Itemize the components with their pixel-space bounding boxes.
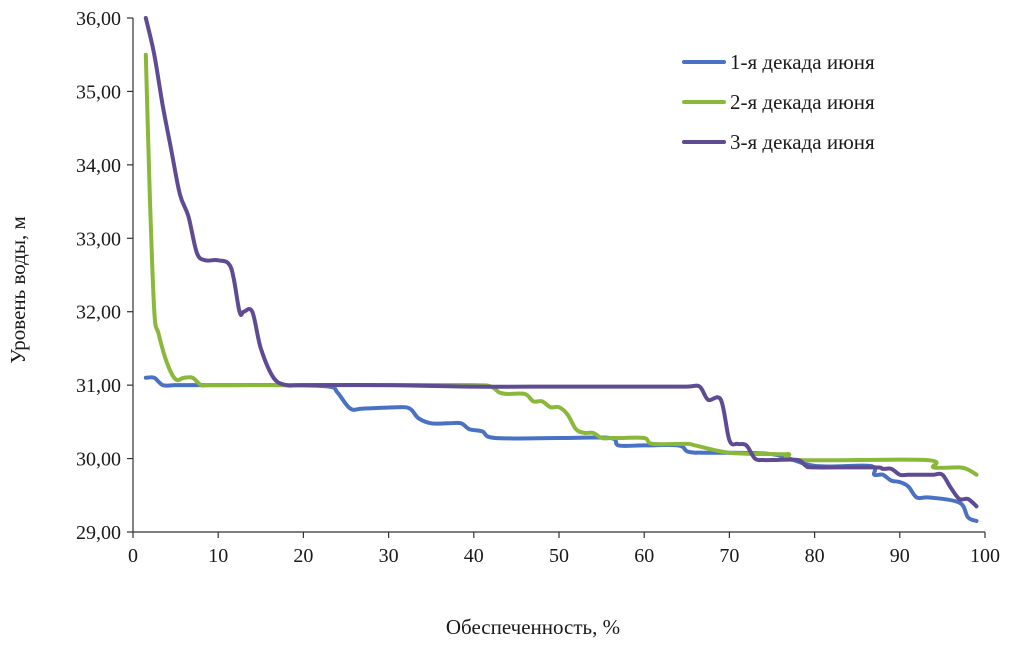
y-tick-label: 34,00: [76, 155, 121, 177]
legend-label-1: 1-я декада июня: [730, 50, 875, 74]
y-tick-label: 29,00: [76, 522, 121, 544]
x-tick-label: 30: [379, 545, 399, 567]
x-tick-label: 10: [208, 545, 228, 567]
legend: 1-я декада июня 2-я декада июня 3-я декада…: [682, 50, 875, 154]
y-tick-label: 33,00: [76, 228, 121, 250]
x-tick-label: 100: [970, 545, 1000, 567]
x-tick-label: 70: [719, 545, 739, 567]
y-tick-label: 32,00: [76, 302, 121, 324]
legend-label-3: 3-я декада июня: [730, 130, 875, 154]
y-tick-label: 31,00: [76, 375, 121, 397]
x-tick-label: 40: [464, 545, 484, 567]
x-tick-label: 20: [293, 545, 313, 567]
y-tick-label: 36,00: [76, 8, 121, 30]
x-tick-label: 90: [890, 545, 910, 567]
series-layer: [143, 16, 979, 523]
series-line-3: [143, 16, 979, 509]
x-axis-ticks: 0 10 20 30 40 50 60 70 80 90 100: [128, 532, 1000, 567]
legend-label-2: 2-я декада июня: [730, 90, 875, 114]
x-tick-label: 0: [128, 545, 138, 567]
x-axis-title: Обеспеченность, %: [446, 615, 620, 639]
x-tick-label: 60: [634, 545, 654, 567]
x-tick-label: 50: [549, 545, 569, 567]
series-line-1: [143, 375, 979, 523]
y-axis-ticks: 29,00 30,00 31,00 32,00 33,00 34,00 35,00 36,00: [76, 8, 133, 544]
y-tick-label: 30,00: [76, 449, 121, 471]
y-axis-title: Уровень воды, м: [6, 216, 30, 363]
series-line-2: [143, 52, 979, 477]
y-tick-label: 35,00: [76, 81, 121, 103]
x-tick-label: 80: [805, 545, 825, 567]
